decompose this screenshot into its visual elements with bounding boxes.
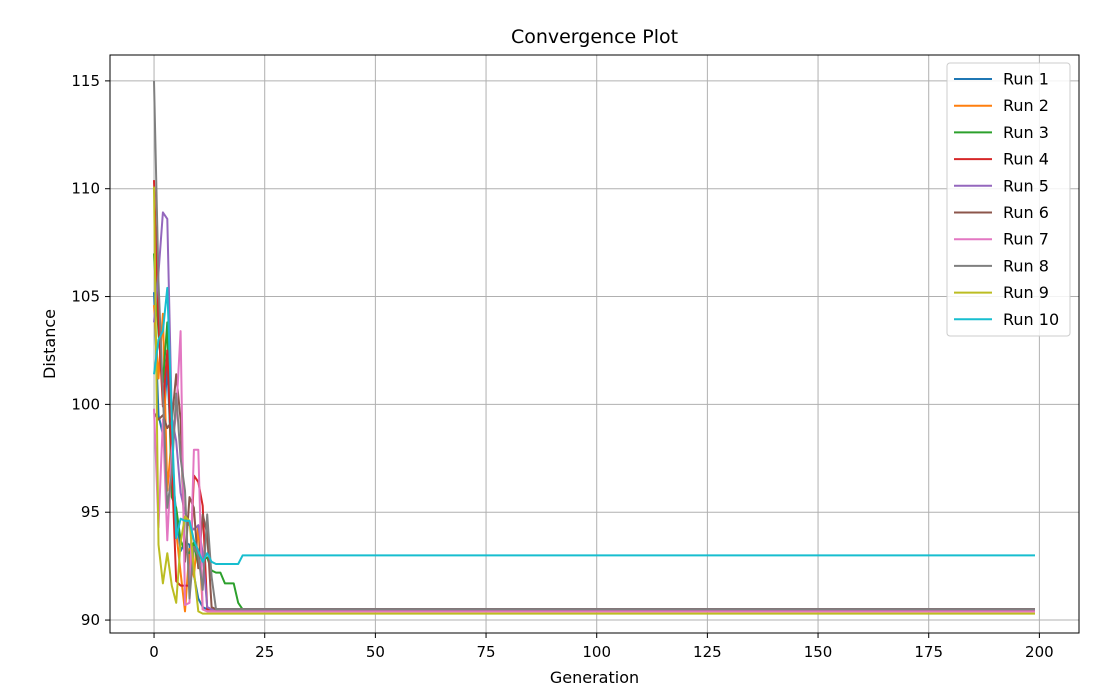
legend-label-run-10: Run 10 xyxy=(1003,310,1059,329)
series-layer xyxy=(153,80,1035,615)
y-tick-label: 100 xyxy=(71,395,100,413)
y-tick-label: 95 xyxy=(81,503,100,521)
legend: Run 1 Run 2 Run 3 Run 4 Run 5 Run 6 Run 7 Run 8… xyxy=(946,62,1071,337)
x-tick-label: 50 xyxy=(366,643,385,661)
legend-label-run-6: Run 6 xyxy=(1003,203,1049,222)
chart-title: Convergence Plot xyxy=(511,26,678,48)
x-tick-label: 125 xyxy=(693,643,722,661)
y-tick-label: 90 xyxy=(81,611,100,629)
x-tick-label: 100 xyxy=(582,643,611,661)
x-axis-label: Generation xyxy=(550,668,639,687)
series-line-run-9 xyxy=(153,186,1035,615)
legend-label-run-5: Run 5 xyxy=(1003,176,1049,195)
legend-label-run-2: Run 2 xyxy=(1003,96,1049,115)
series-line-run-8 xyxy=(153,80,1035,611)
x-tick-label: 75 xyxy=(476,643,495,661)
x-tick-label: 200 xyxy=(1025,643,1054,661)
y-tick-label: 105 xyxy=(71,288,100,306)
gridlines xyxy=(110,55,1079,633)
series-line-run-10 xyxy=(153,286,1035,565)
legend-label-run-1: Run 1 xyxy=(1003,70,1049,89)
legend-label-run-8: Run 8 xyxy=(1003,256,1049,275)
legend-label-run-9: Run 9 xyxy=(1003,283,1049,302)
plot-frame xyxy=(109,54,1080,634)
x-tick-label: 25 xyxy=(255,643,274,661)
axis-ticks: 0 25 50 75 100 125 150 175 200 90 95 100 105 110 115 xyxy=(71,72,1053,661)
x-tick-label: 175 xyxy=(914,643,943,661)
legend-label-run-4: Run 4 xyxy=(1003,150,1049,169)
legend-label-run-3: Run 3 xyxy=(1003,123,1049,142)
y-tick-label: 115 xyxy=(71,72,100,90)
legend-box xyxy=(946,62,1071,337)
y-axis-label: Distance xyxy=(40,309,59,379)
x-tick-label: 0 xyxy=(149,643,159,661)
plot-area xyxy=(110,55,1079,633)
legend-label-run-7: Run 7 xyxy=(1003,230,1049,249)
y-tick-label: 110 xyxy=(71,180,100,198)
x-tick-label: 150 xyxy=(804,643,833,661)
